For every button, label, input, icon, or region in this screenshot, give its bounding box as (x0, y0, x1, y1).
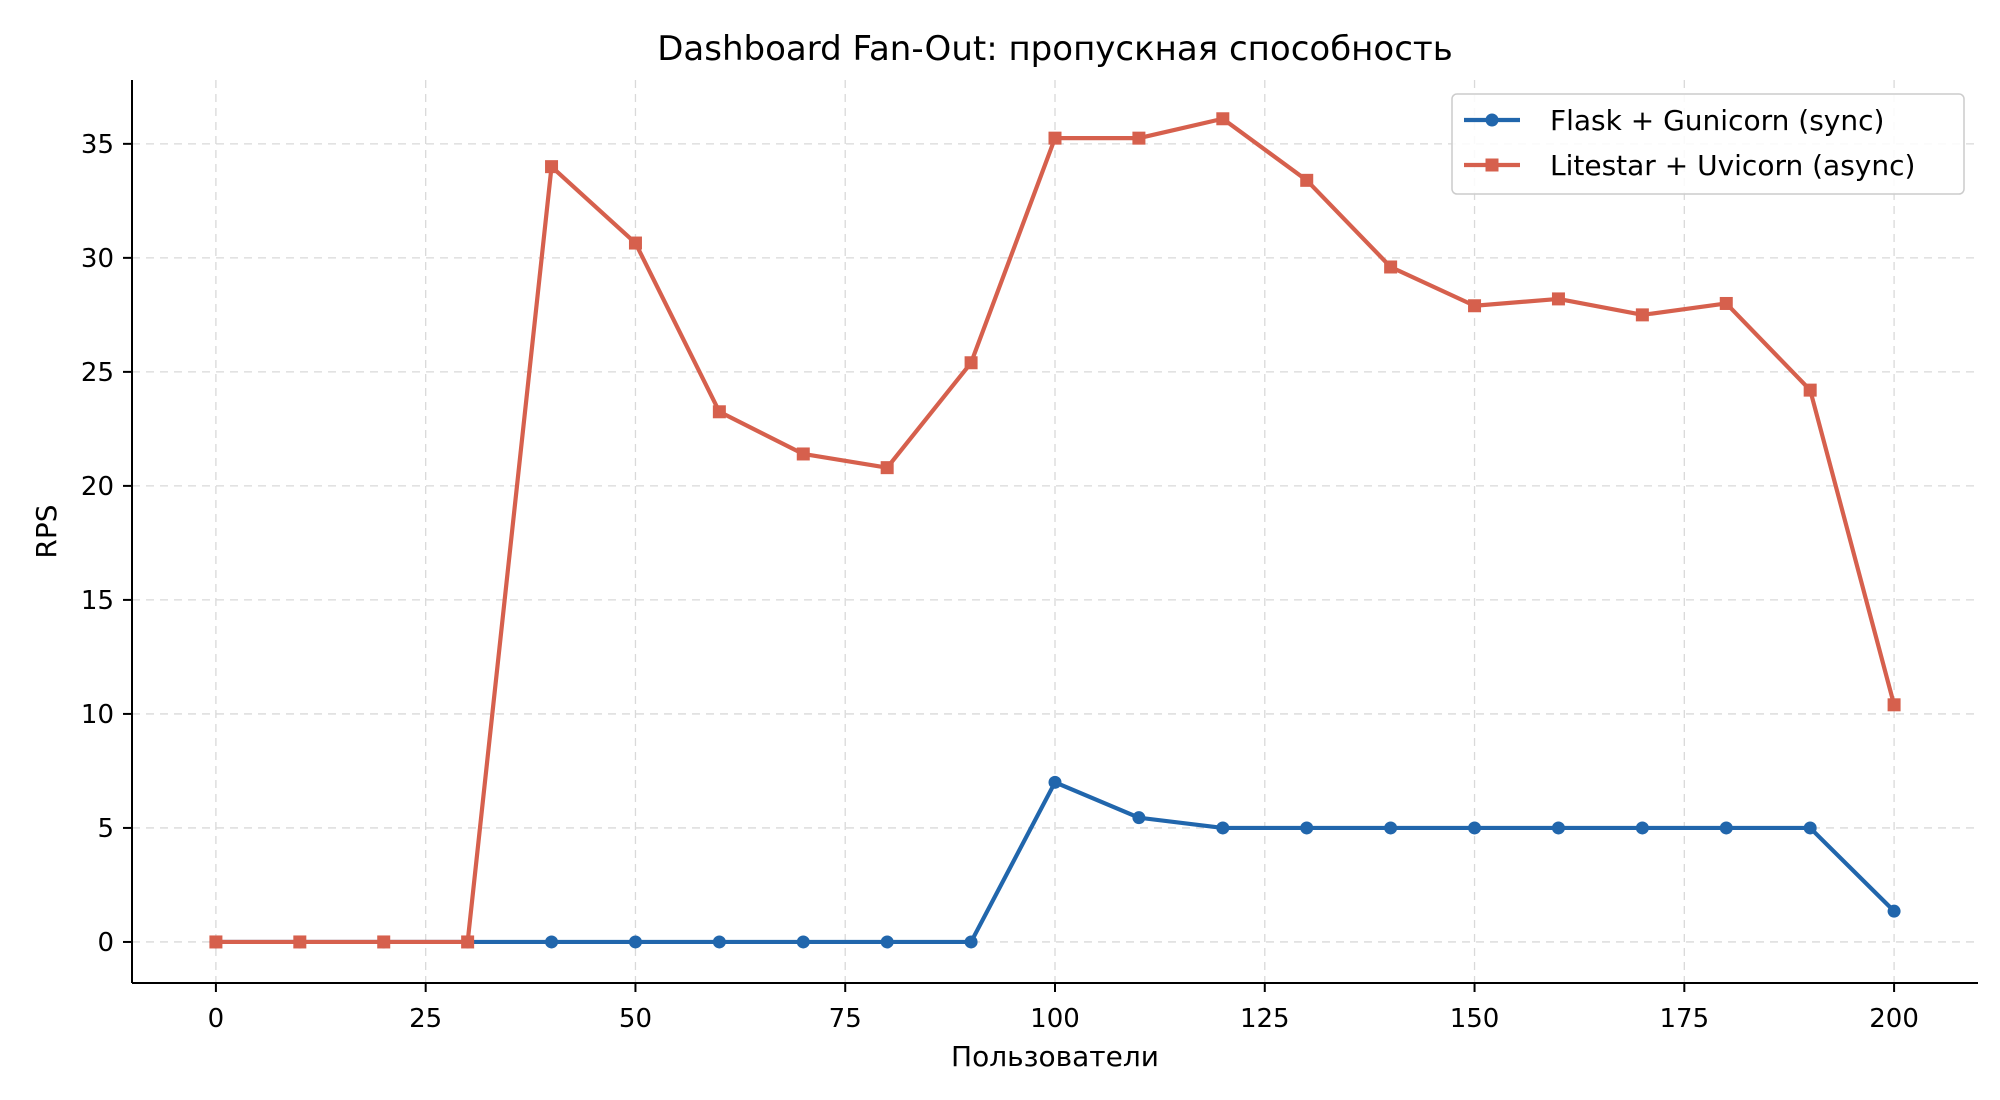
data-point (545, 160, 559, 174)
legend-marker (1485, 113, 1499, 127)
data-point (964, 935, 978, 949)
y-tick-label: 25 (81, 358, 114, 388)
data-point (1887, 904, 1901, 918)
data-point (1048, 131, 1062, 145)
y-tick-label: 10 (81, 700, 114, 730)
data-point (1216, 821, 1230, 835)
chart-title: Dashboard Fan-Out: пропускная способност… (657, 29, 1452, 69)
data-point (628, 935, 642, 949)
legend-item: Flask + Gunicorn (sync) (1464, 104, 1884, 137)
data-point (293, 935, 307, 949)
data-point (1384, 260, 1398, 274)
data-point (377, 935, 391, 949)
data-point (545, 935, 559, 949)
data-point (712, 935, 726, 949)
series-layer (209, 112, 1901, 949)
data-point (796, 447, 810, 461)
legend-marker (1485, 158, 1499, 172)
data-point (796, 935, 810, 949)
data-point (712, 405, 726, 419)
data-point (1719, 296, 1733, 310)
x-tick-label: 125 (1240, 1004, 1290, 1034)
x-tick-label: 150 (1450, 1004, 1500, 1034)
data-point (880, 461, 894, 475)
legend-frame (1451, 93, 1965, 195)
data-point (1300, 821, 1314, 835)
y-tick-label: 0 (97, 928, 114, 958)
data-point (1132, 131, 1146, 145)
data-point (628, 236, 642, 250)
data-point (1551, 292, 1565, 306)
data-point (1635, 821, 1649, 835)
y-tick-label: 5 (97, 814, 114, 844)
grid (132, 80, 1978, 983)
data-point (1803, 821, 1817, 835)
x-tick-label: 25 (409, 1004, 442, 1034)
y-tick-label: 35 (81, 130, 114, 160)
y-tick-label: 30 (81, 244, 114, 274)
x-tick-label: 50 (619, 1004, 652, 1034)
data-point (1300, 173, 1314, 187)
y-axis-label: RPS (30, 504, 63, 558)
data-point (880, 935, 894, 949)
data-point (1048, 775, 1062, 789)
data-point (1468, 299, 1482, 313)
series-line (215, 780, 1896, 945)
legend-item: Litestar + Uvicorn (async) (1464, 149, 1915, 182)
ticks: 0 25 50 75 100 125 150 175 200 0 5 10 15 20 25 30 35 (81, 130, 1919, 1034)
legend-label: Litestar + Uvicorn (async) (1550, 149, 1915, 182)
data-point (1887, 698, 1901, 712)
data-point (1719, 821, 1733, 835)
legend-label: Flask + Gunicorn (sync) (1550, 104, 1884, 137)
x-axis-label: Пользователи (951, 1040, 1159, 1073)
y-tick-label: 15 (81, 586, 114, 616)
data-point (1803, 383, 1817, 397)
data-point (1216, 112, 1230, 126)
data-point (209, 935, 223, 949)
data-point (461, 935, 475, 949)
x-tick-label: 100 (1030, 1004, 1080, 1034)
data-point (1468, 821, 1482, 835)
series-2 (209, 112, 1901, 949)
data-point (1132, 811, 1146, 825)
x-tick-label: 75 (829, 1004, 862, 1034)
x-tick-label: 175 (1659, 1004, 1709, 1034)
x-tick-label: 0 (208, 1004, 225, 1034)
data-point (1384, 821, 1398, 835)
legend: Flask + Gunicorn (sync) Litestar + Uvicor… (1451, 93, 1965, 195)
data-point (1635, 308, 1649, 322)
data-point (964, 356, 978, 370)
data-point (1551, 821, 1565, 835)
y-tick-label: 20 (81, 472, 114, 502)
x-tick-label: 200 (1869, 1004, 1919, 1034)
